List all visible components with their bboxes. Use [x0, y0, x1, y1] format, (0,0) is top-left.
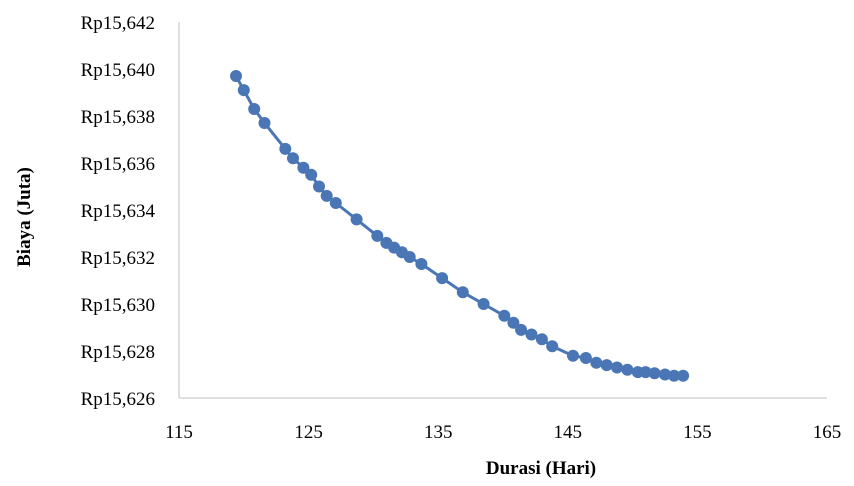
- data-point: [621, 363, 634, 376]
- data-point: [590, 356, 603, 369]
- data-point: [659, 368, 671, 381]
- data-point: [248, 103, 261, 115]
- series-layer: [230, 70, 690, 382]
- x-axis-title: Durasi (Hari): [486, 458, 596, 479]
- y-tick-labels: Rp15,626 Rp15,628 Rp15,630 Rp15,632 Rp15,634…: [81, 13, 156, 410]
- data-point: [525, 328, 538, 341]
- data-point: [279, 142, 292, 155]
- data-point: [507, 316, 520, 329]
- y-tick-label: Rp15,632: [81, 248, 155, 269]
- axes: [178, 22, 827, 399]
- data-point: [611, 361, 623, 374]
- data-point: [639, 366, 652, 379]
- data-point: [297, 161, 310, 174]
- data-point: [600, 359, 613, 372]
- data-point: [320, 189, 333, 202]
- y-tick-label: Rp15,634: [81, 201, 156, 222]
- data-point: [329, 197, 342, 209]
- x-tick-label: 135: [424, 422, 453, 443]
- data-point: [677, 369, 690, 382]
- data-point: [287, 152, 299, 165]
- data-point: [436, 272, 449, 285]
- data-point: [546, 340, 559, 353]
- data-point: [668, 369, 681, 382]
- data-point: [371, 229, 384, 242]
- x-tick-label: 125: [294, 422, 323, 443]
- data-point: [498, 309, 511, 322]
- x-tick-label: 145: [554, 422, 583, 443]
- data-point: [567, 349, 579, 362]
- data-point: [515, 323, 528, 336]
- data-point: [350, 213, 363, 226]
- data-point: [648, 367, 661, 380]
- data-point: [230, 70, 242, 82]
- data-point: [456, 286, 469, 299]
- data-point: [305, 168, 318, 181]
- y-tick-label: Rp15,626: [81, 389, 155, 410]
- data-point: [237, 84, 250, 97]
- y-tick-label: Rp15,636: [81, 154, 155, 175]
- x-tick-labels: 115 125 135 145 155 165: [165, 422, 841, 443]
- data-point: [415, 258, 428, 270]
- y-tick-label: Rp15,630: [81, 295, 155, 316]
- x-tick-label: 155: [683, 422, 712, 443]
- data-point: [579, 352, 592, 364]
- data-point: [477, 298, 490, 310]
- data-point: [313, 180, 325, 193]
- series-line: [234, 75, 684, 378]
- data-point: [535, 333, 548, 346]
- data-point: [258, 117, 271, 129]
- x-tick-label: 165: [813, 422, 842, 443]
- y-axis-title: Biaya (Juta): [14, 167, 35, 267]
- data-point: [403, 251, 416, 263]
- y-tick-label: Rp15,642: [81, 13, 155, 34]
- y-tick-label: Rp15,640: [81, 60, 155, 81]
- y-tick-label: Rp15,628: [81, 342, 155, 363]
- y-tick-label: Rp15,638: [81, 107, 155, 128]
- x-tick-label: 115: [165, 422, 193, 443]
